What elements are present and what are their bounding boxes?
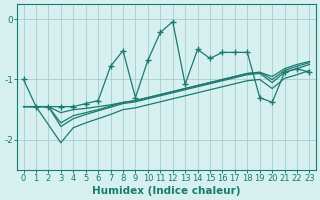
X-axis label: Humidex (Indice chaleur): Humidex (Indice chaleur) xyxy=(92,186,241,196)
